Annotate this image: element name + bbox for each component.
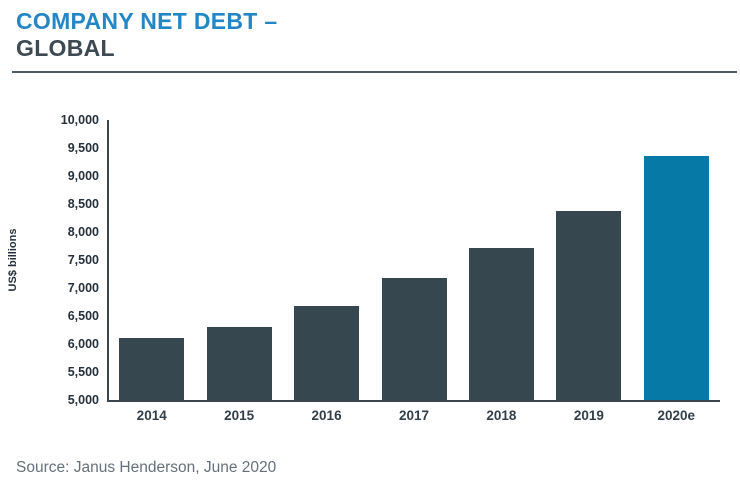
y-tick-label: 7,500 — [67, 253, 99, 267]
page-title-line2: GLOBAL — [16, 35, 115, 61]
x-tick-label-2018: 2018 — [486, 408, 517, 423]
x-axis-tick-labels: 2014 2015 2016 2017 2018 2019 2020e — [108, 408, 720, 428]
header-divider — [12, 71, 737, 73]
x-tick-label-2016: 2016 — [311, 408, 342, 423]
bar-2018 — [468, 247, 534, 400]
bar-2015 — [206, 327, 272, 400]
x-axis-line — [107, 400, 720, 402]
x-tick-label-2014: 2014 — [136, 408, 167, 423]
y-tick-label: 5,000 — [67, 393, 99, 407]
bar-2017 — [381, 277, 447, 400]
plot-area — [107, 120, 720, 402]
y-tick-label: 8,500 — [67, 197, 99, 211]
x-tick-label-2019: 2019 — [573, 408, 604, 423]
x-tick-label-2020e: 2020e — [657, 408, 696, 423]
bar-2016 — [294, 306, 360, 400]
source-note: Source: Janus Henderson, June 2020 — [16, 459, 277, 476]
y-tick-label: 10,000 — [60, 113, 99, 127]
y-tick-label: 6,000 — [67, 337, 99, 351]
bar-2019 — [556, 211, 622, 400]
bar-2014 — [119, 338, 185, 400]
page-title-line1: COMPANY NET DEBT – — [16, 8, 278, 34]
y-tick-label: 6,500 — [67, 309, 99, 323]
y-tick-label: 7,000 — [67, 281, 99, 295]
y-axis-tick-labels: 5,000 5,500 6,000 6,500 7,000 7,500 8,000 8,500… — [0, 113, 99, 407]
y-tick-label: 9,000 — [67, 169, 99, 183]
y-tick-label: 8,000 — [67, 225, 99, 239]
y-axis-line — [107, 120, 109, 400]
bar-2020e — [643, 155, 709, 400]
x-tick-label-2015: 2015 — [224, 408, 255, 423]
x-tick-label-2017: 2017 — [398, 408, 430, 423]
y-tick-label: 9,500 — [67, 141, 99, 155]
y-tick-label: 5,500 — [67, 365, 99, 379]
net-debt-bar-chart: US$ billions 5,000 5,500 6,000 6,500 7,000 7,… — [0, 113, 720, 428]
page-title: COMPANY NET DEBT – GLOBAL — [16, 8, 277, 62]
